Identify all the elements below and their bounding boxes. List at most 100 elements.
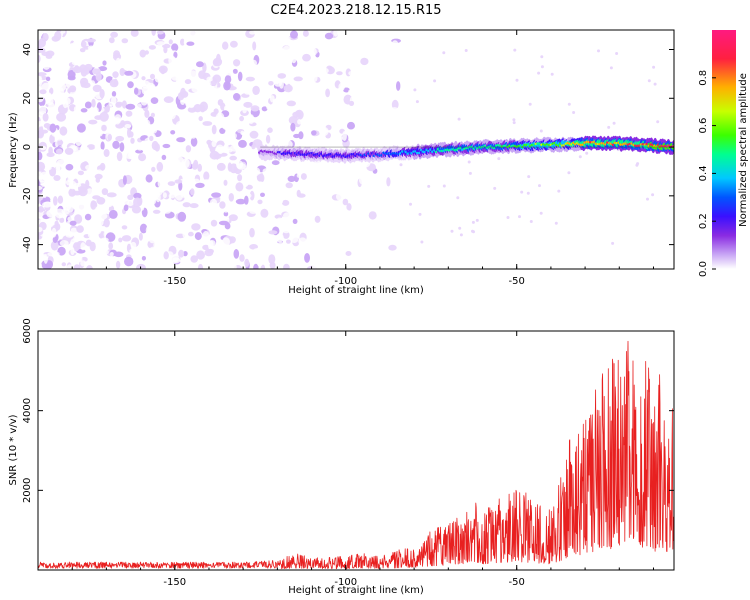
- heatmap-cell: [320, 260, 331, 268]
- heatmap-cell: [272, 205, 278, 214]
- heatmap-cell: [108, 37, 115, 44]
- heatmap-cell: [69, 85, 77, 93]
- heatmap-cell: [223, 81, 231, 91]
- heatmap-cell: [222, 237, 230, 247]
- heatmap-cell: [226, 148, 233, 153]
- heatmap-cell: [141, 99, 148, 106]
- heatmap-cell: [168, 55, 177, 66]
- heatmap-cell: [219, 127, 226, 134]
- heatmap-cell: [656, 120, 660, 124]
- heatmap-cell: [47, 252, 57, 257]
- heatmap-cell: [39, 145, 47, 151]
- heatmap-cell: [139, 49, 147, 58]
- heatmap-cell: [45, 97, 54, 106]
- heatmap-cell: [143, 193, 150, 199]
- heatmap-cell: [397, 207, 405, 214]
- y-tick-label: 40: [22, 43, 33, 56]
- heatmap-cell: [125, 152, 135, 160]
- heatmap-cell: [612, 121, 616, 125]
- heatmap-cell: [106, 192, 117, 198]
- heatmap-cell: [48, 78, 56, 87]
- heatmap-cell: [68, 31, 75, 38]
- heatmap-cell: [54, 31, 62, 41]
- heatmap-cell: [329, 133, 338, 143]
- heatmap-cell: [205, 47, 212, 53]
- heatmap-cell: [84, 66, 90, 75]
- heatmap-cell: [126, 219, 136, 226]
- heatmap-cell: [311, 250, 318, 257]
- heatmap-cell: [456, 196, 460, 200]
- heatmap-cell: [597, 49, 600, 53]
- heatmap-cell: [283, 229, 290, 234]
- heatmap-cell: [51, 227, 57, 238]
- heatmap-cell: [149, 135, 154, 142]
- heatmap-cell: [84, 101, 92, 109]
- heatmap-cell: [348, 100, 355, 106]
- heatmap-cell: [404, 66, 410, 74]
- heatmap-cell: [520, 190, 524, 194]
- heatmap-cell: [181, 158, 190, 169]
- heatmap-cell: [125, 63, 131, 70]
- heatmap-cell: [194, 92, 204, 99]
- heatmap-cell: [130, 241, 137, 249]
- heatmap-cell: [175, 148, 181, 154]
- heatmap-cell: [188, 231, 194, 237]
- heatmap-cell: [146, 202, 153, 208]
- heatmap-cell: [100, 141, 105, 151]
- heatmap-cell: [145, 174, 153, 183]
- heatmap-cell: [287, 175, 296, 182]
- heatmap-cell: [418, 212, 422, 216]
- heatmap-cell: [258, 113, 263, 120]
- heatmap-cell: [497, 157, 501, 161]
- heatmap-cell: [386, 186, 392, 194]
- heatmap-cell: [70, 227, 78, 233]
- heatmap-cell: [342, 106, 348, 114]
- heatmap-cell: [155, 86, 164, 94]
- heatmap-cell: [147, 153, 155, 162]
- heatmap-cell: [184, 79, 192, 85]
- heatmap-cell: [101, 124, 107, 132]
- heatmap-cell: [108, 242, 114, 250]
- heatmap-cell: [345, 210, 353, 217]
- heatmap-cell: [232, 263, 237, 269]
- heatmap-cell: [177, 92, 185, 101]
- heatmap-cell: [45, 76, 51, 82]
- heatmap-cell: [41, 82, 51, 91]
- heatmap-cell: [117, 201, 125, 207]
- heatmap-cell: [171, 43, 179, 52]
- heatmap-cell: [373, 183, 383, 190]
- heatmap-cell: [144, 109, 150, 119]
- heatmap-cell: [313, 159, 321, 170]
- heatmap-cell: [311, 242, 319, 249]
- heatmap-cell: [325, 47, 336, 55]
- heatmap-cell: [85, 164, 93, 171]
- heatmap-cell: [393, 119, 400, 126]
- heatmap-cell: [104, 169, 111, 179]
- heatmap-cell: [290, 185, 299, 192]
- heatmap-cell: [427, 184, 431, 188]
- heatmap-cell: [380, 187, 387, 195]
- heatmap-cell: [266, 103, 271, 110]
- heatmap-cell: [228, 214, 238, 222]
- heatmap-cell: [161, 173, 167, 183]
- heatmap-cell: [399, 226, 408, 232]
- heatmap-cell: [86, 265, 93, 269]
- heatmap-cell: [371, 130, 379, 136]
- x-tick-label: -50: [509, 577, 525, 588]
- heatmap-cell: [290, 122, 296, 132]
- heatmap-cell: [366, 120, 376, 128]
- heatmap-cell: [41, 51, 50, 57]
- heatmap-cell: [513, 48, 517, 52]
- heatmap-cell: [506, 216, 510, 219]
- heatmap-cell: [397, 212, 407, 223]
- heatmap-cell: [92, 84, 102, 93]
- heatmap-cell: [148, 65, 156, 72]
- heatmap-cell: [327, 108, 337, 115]
- heatmap-cell: [76, 123, 86, 133]
- heatmap-cell: [318, 126, 329, 137]
- heatmap-cell: [349, 105, 359, 115]
- heatmap-cell: [119, 142, 125, 152]
- heatmap-cell: [194, 232, 202, 241]
- heatmap-cell: [385, 200, 392, 207]
- heatmap-cell: [56, 112, 67, 122]
